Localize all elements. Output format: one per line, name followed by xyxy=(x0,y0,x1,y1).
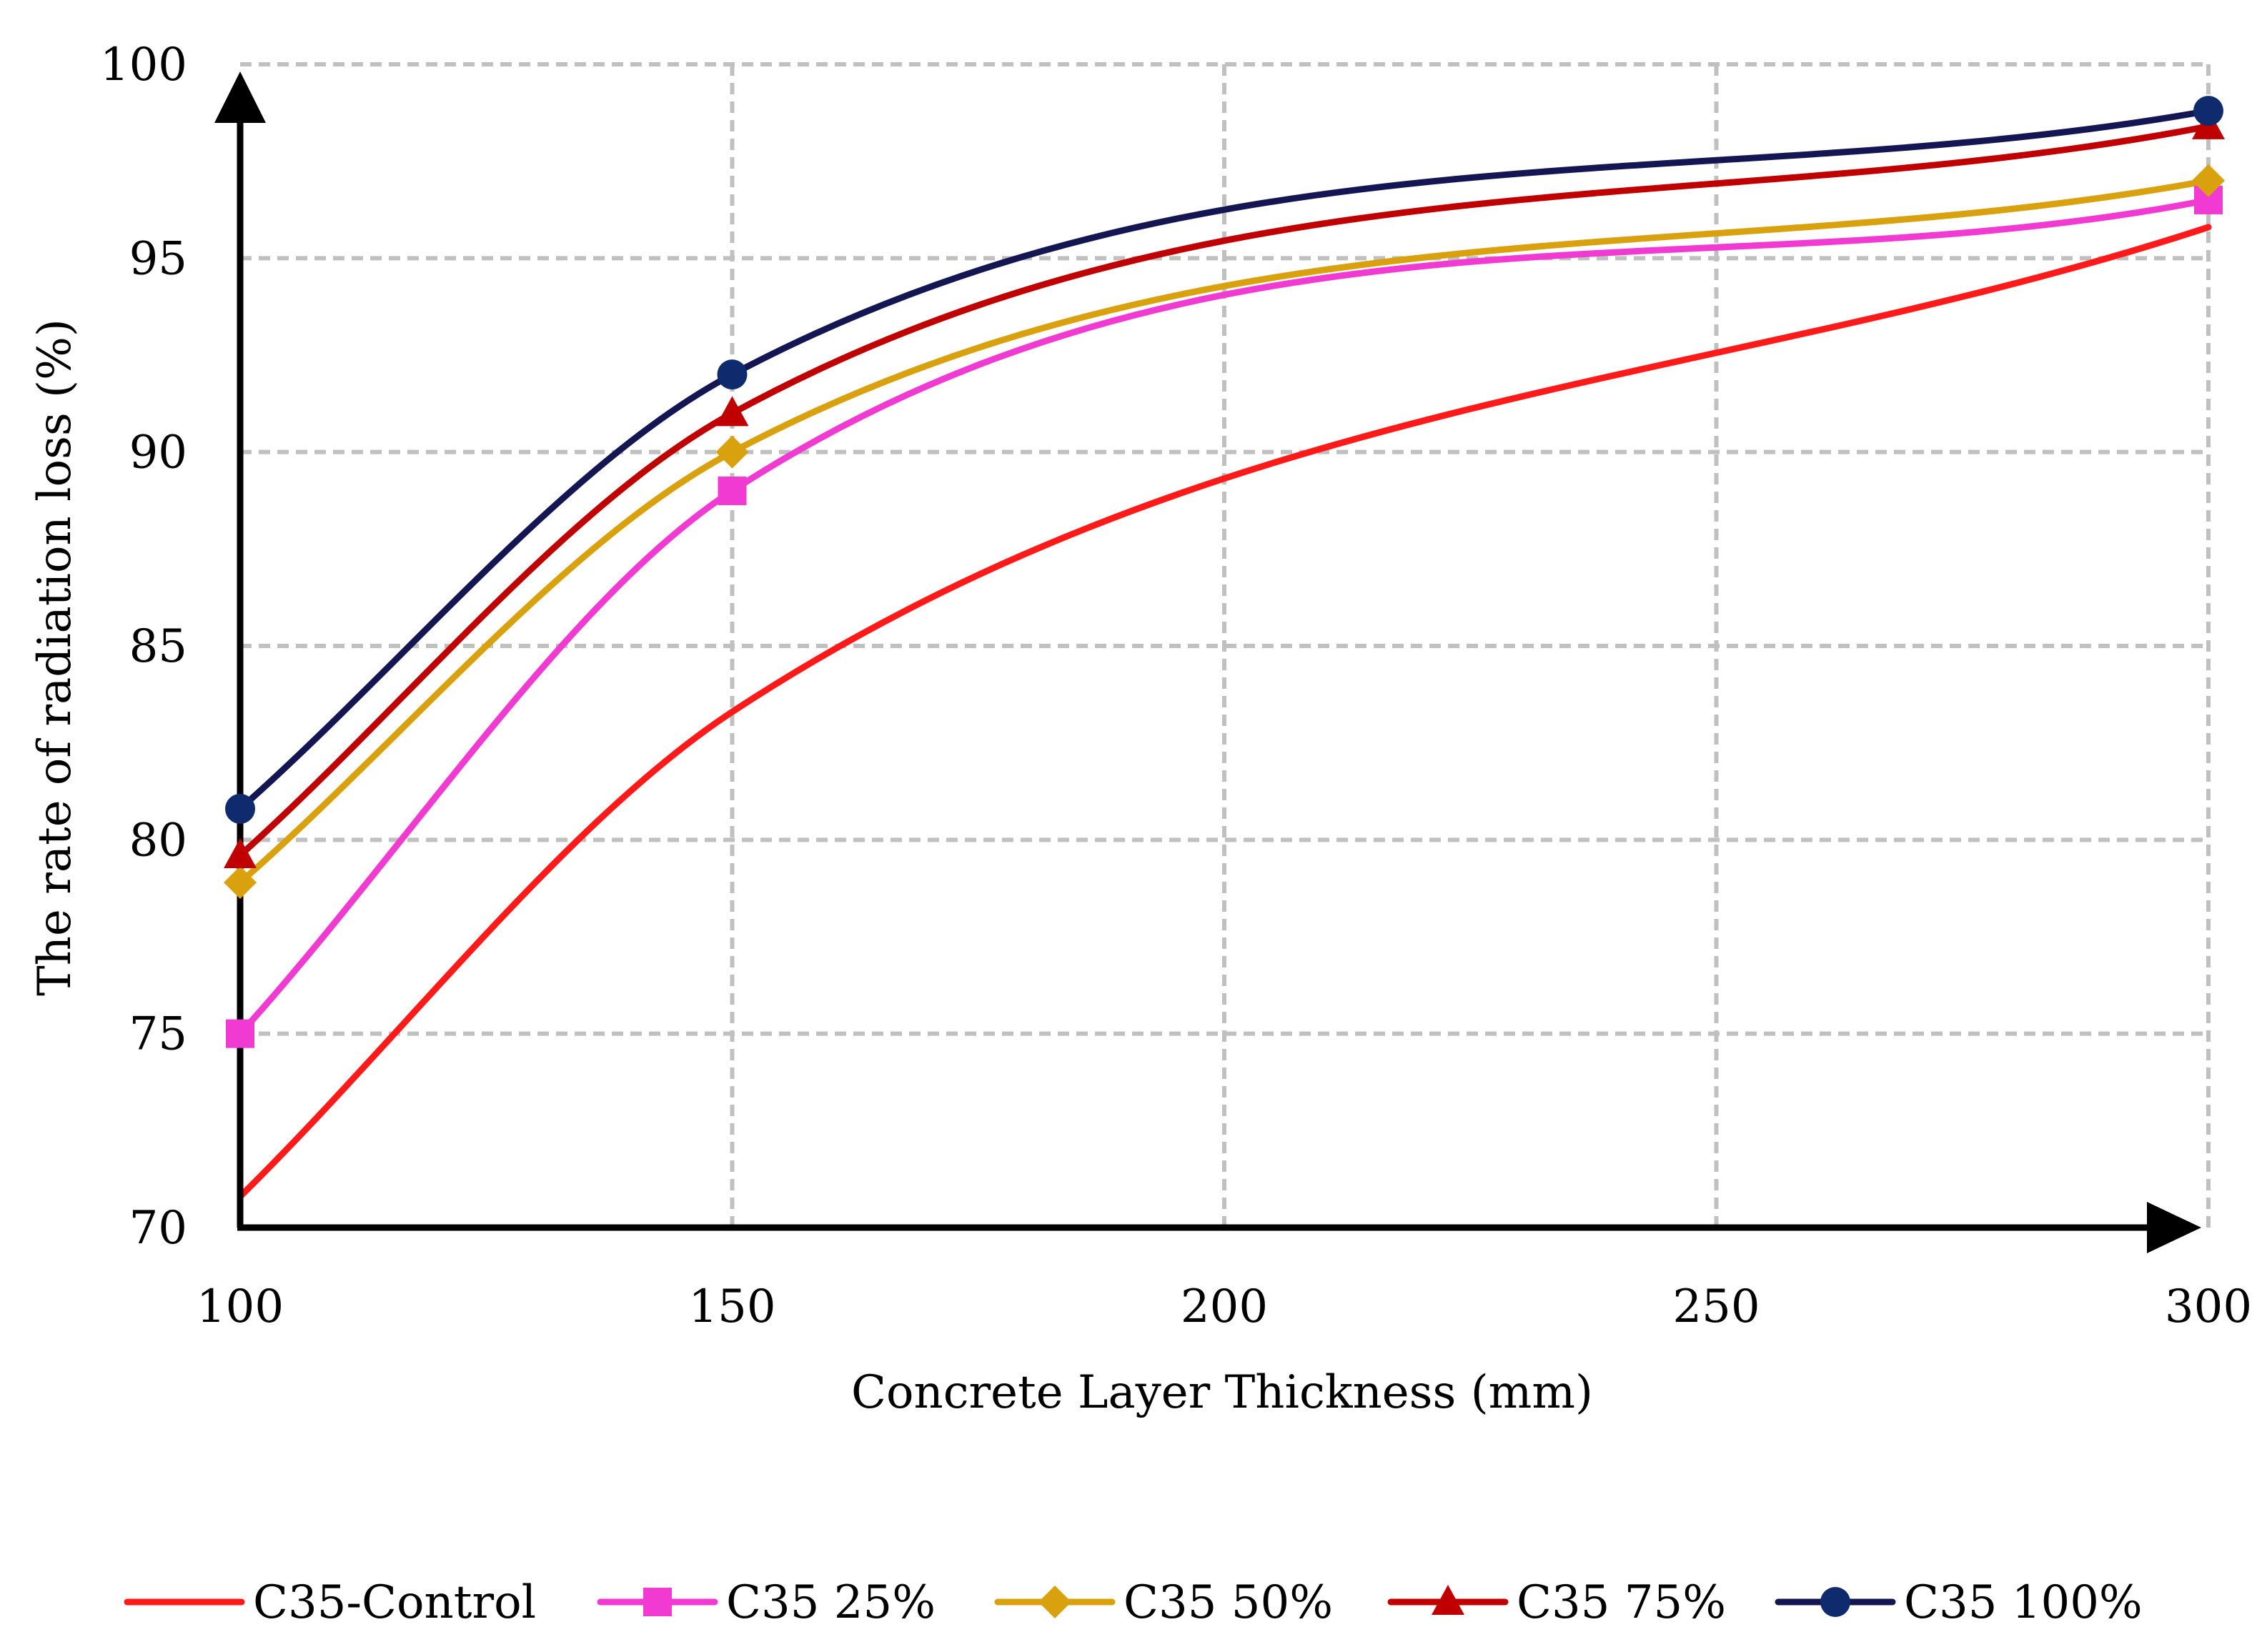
y-tick-label: 95 xyxy=(129,232,187,285)
series-lines xyxy=(237,107,2212,1200)
x-tick-label: 150 xyxy=(688,1280,775,1333)
series-markers xyxy=(224,96,2225,1048)
x-tick-label: 250 xyxy=(1672,1280,1760,1333)
series-line xyxy=(237,123,2212,859)
data-point xyxy=(715,396,749,427)
legend-label: C35-Control xyxy=(253,1576,536,1629)
legend-marker xyxy=(643,1588,672,1616)
series-line xyxy=(237,107,2212,812)
legend-marker xyxy=(1432,1585,1464,1615)
y-tick-label: 70 xyxy=(129,1202,187,1255)
legend-label: C35 25% xyxy=(726,1576,936,1629)
y-tick-label: 100 xyxy=(100,39,187,91)
legend-marker xyxy=(1038,1586,1071,1618)
data-point xyxy=(718,476,747,505)
legend-label: C35 100% xyxy=(1904,1576,2143,1629)
data-point xyxy=(2193,96,2223,126)
x-tick-label: 300 xyxy=(2165,1280,2252,1333)
x-tick-label: 100 xyxy=(197,1280,284,1333)
y-tick-label: 85 xyxy=(129,620,187,673)
data-point xyxy=(224,866,257,900)
legend: C35-Control C35 25% C35 50% C35 75% C35 100% xyxy=(124,1576,2143,1629)
series-line xyxy=(237,177,2212,886)
data-point xyxy=(224,838,257,869)
data-point xyxy=(2192,164,2225,197)
axes xyxy=(214,71,2201,1253)
y-tick-label: 90 xyxy=(129,427,187,479)
y-axis-arrow xyxy=(214,71,266,123)
x-axis-title: Concrete Layer Thickness (mm) xyxy=(851,1366,1593,1419)
y-axis-title: The rate of radiation loss (%) xyxy=(29,319,81,996)
data-point xyxy=(225,793,255,824)
series-line xyxy=(237,196,2212,1038)
legend-marker xyxy=(1820,1587,1850,1617)
x-axis-arrow xyxy=(2147,1202,2201,1253)
x-tick-label: 200 xyxy=(1181,1280,1268,1333)
grid xyxy=(240,62,2211,1228)
legend-label: C35 50% xyxy=(1123,1576,1333,1629)
legend-label: C35 75% xyxy=(1517,1576,1726,1629)
series-line xyxy=(237,224,2212,1200)
data-point xyxy=(226,1019,254,1048)
y-tick-label: 80 xyxy=(129,814,187,867)
y-tick-label: 75 xyxy=(129,1008,187,1061)
data-point xyxy=(715,435,749,469)
tick-labels: 70 75 80 85 90 95 100 100 150 200 250 300 xyxy=(100,39,2252,1333)
data-point xyxy=(717,359,748,390)
